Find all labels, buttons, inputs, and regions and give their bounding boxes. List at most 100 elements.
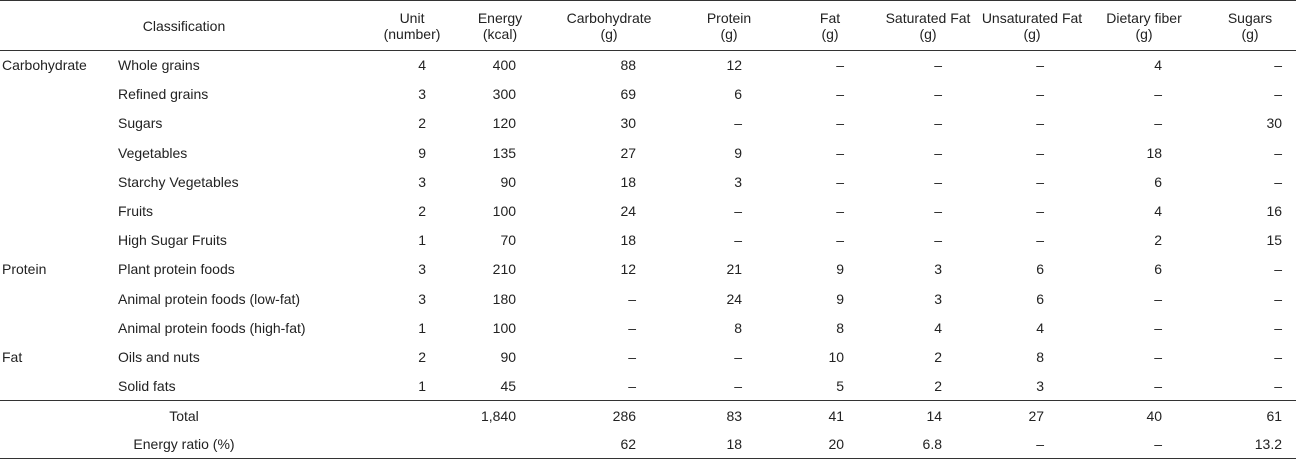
cell-saturated-fat: – — [934, 86, 943, 103]
cell-unsaturated-fat: – — [1036, 203, 1045, 220]
cell-fat: – — [836, 57, 845, 74]
cell-energy: 90 — [500, 173, 517, 190]
cell-dietary-fiber: 6 — [1154, 173, 1163, 190]
cell-protein: – — [734, 115, 743, 132]
cell-saturated-fat: – — [934, 232, 943, 249]
cell-item: Sugars — [118, 115, 163, 132]
cell-unit: 1 — [418, 377, 427, 394]
header-classification: Classification — [142, 17, 226, 34]
cell-fat: 9 — [836, 261, 845, 278]
cell-category — [0, 372, 118, 401]
cell-energy: 70 — [500, 232, 517, 249]
cell-fat: – — [836, 144, 845, 161]
cell-fat: 41 — [828, 407, 845, 424]
cell-unit: 9 — [418, 144, 427, 161]
cell-dietary-fiber: – — [1154, 377, 1163, 394]
cell-carbohydrate: 18 — [620, 232, 637, 249]
table-row: Starchy Vegetables 3 90 18 3 – – – 6 – — [0, 167, 1296, 196]
header-protein: Protein (g) — [706, 9, 752, 42]
table-row: Animal protein foods (high-fat) 1 100 – 8 8 4 4… — [0, 313, 1296, 342]
cell-sugars: – — [1274, 319, 1283, 336]
cell-protein: 6 — [734, 86, 743, 103]
table-row: Protein Plant protein foods 3 210 12 21 9 3 6 6 – — [0, 255, 1296, 284]
cell-dietary-fiber: – — [1154, 319, 1163, 336]
cell-unsaturated-fat: – — [1036, 57, 1045, 74]
cell-carbohydrate: 62 — [620, 436, 637, 452]
cell-energy: 400 — [492, 57, 517, 74]
cell-protein: 24 — [726, 290, 743, 307]
footer-label: Energy ratio (%) — [133, 436, 235, 452]
header-fat: Fat (g) — [819, 9, 841, 42]
cell-fat: – — [836, 115, 845, 132]
cell-category — [0, 226, 118, 255]
table-body: Carbohydrate Whole grains 4 400 88 12– – –4– Ref… — [0, 51, 1296, 401]
cell-energy: 90 — [500, 348, 517, 365]
cell-unsaturated-fat: – — [1036, 115, 1045, 132]
cell-protein: 8 — [734, 319, 743, 336]
cell-unsaturated-fat: 6 — [1036, 290, 1045, 307]
cell-saturated-fat: – — [934, 173, 943, 190]
cell-category — [0, 138, 118, 167]
table-row: Solid fats 1 45 – – 5 2 3 – – — [0, 372, 1296, 401]
cell-fat: – — [836, 86, 845, 103]
table-row: Vegetables 9 135 27 9 – – – 18 – — [0, 138, 1296, 167]
table-row: Sugars 2 120 30 – – – – – 30 — [0, 109, 1296, 138]
table-row: Fruits 2 100 24 – – – – 4 16 — [0, 196, 1296, 225]
cell-item: Refined grains — [118, 86, 209, 103]
cell-dietary-fiber: – — [1154, 290, 1163, 307]
cell-unit: 2 — [418, 348, 427, 365]
cell-sugars: – — [1274, 173, 1283, 190]
cell-dietary-fiber: 4 — [1154, 203, 1163, 220]
cell-item: High Sugar Fruits — [118, 232, 227, 249]
cell-carbohydrate: – — [628, 290, 637, 307]
cell-dietary-fiber: – — [1154, 348, 1163, 365]
cell-item: Animal protein foods (low-fat) — [118, 290, 301, 307]
cell-protein: 3 — [734, 173, 743, 190]
cell-category: Fat — [2, 348, 23, 365]
cell-sugars: 30 — [1266, 115, 1283, 132]
cell-dietary-fiber: 40 — [1146, 407, 1163, 424]
cell-category — [0, 80, 118, 109]
cell-fat: 9 — [836, 290, 845, 307]
cell-item: Fruits — [118, 203, 153, 220]
header-sugars: Sugars (g) — [1227, 9, 1273, 42]
header-carbohydrate: Carbohydrate (g) — [566, 9, 652, 42]
cell-energy: 135 — [492, 144, 517, 161]
table-row: Carbohydrate Whole grains 4 400 88 12 – – – 4 – — [0, 51, 1296, 80]
cell-saturated-fat: – — [934, 115, 943, 132]
cell-carbohydrate: – — [628, 348, 637, 365]
cell-carbohydrate: – — [628, 319, 637, 336]
cell-item: Whole grains — [118, 57, 200, 74]
cell-item: Oils and nuts — [118, 348, 200, 365]
cell-unsaturated-fat: – — [1036, 144, 1045, 161]
cell-unit: 4 — [418, 57, 427, 74]
cell-energy: 210 — [492, 261, 517, 278]
cell-fat: – — [836, 203, 845, 220]
table-row: Fat Oils and nuts 2 90 – – 10 2 8 – – — [0, 342, 1296, 371]
table-row: Animal protein foods (low-fat) 3 180 – 24 9 3 6… — [0, 284, 1296, 313]
cell-saturated-fat: 6.8 — [922, 436, 943, 452]
cell-carbohydrate: 88 — [620, 57, 637, 74]
cell-energy: 100 — [492, 203, 517, 220]
cell-fat: 10 — [828, 348, 845, 365]
cell-sugars: – — [1274, 348, 1283, 365]
cell-dietary-fiber: 6 — [1154, 261, 1163, 278]
cell-sugars: – — [1274, 290, 1283, 307]
header-saturated-fat: Saturated Fat (g) — [885, 9, 971, 42]
cell-energy: 45 — [500, 377, 517, 394]
cell-carbohydrate: 30 — [620, 115, 637, 132]
cell-saturated-fat: 3 — [934, 290, 943, 307]
cell-dietary-fiber: – — [1154, 115, 1163, 132]
cell-unsaturated-fat: 8 — [1036, 348, 1045, 365]
energy-ratio-row: Energy ratio (%) 62 18 20 6.8 – – 13.2 — [0, 430, 1296, 459]
cell-unsaturated-fat: 4 — [1036, 319, 1045, 336]
cell-sugars: – — [1274, 377, 1283, 394]
cell-item: Plant protein foods — [118, 261, 235, 278]
cell-unit: 1 — [418, 319, 427, 336]
cell-category: Protein — [2, 261, 47, 278]
cell-category — [0, 167, 118, 196]
cell-sugars: 15 — [1266, 232, 1283, 249]
cell-energy: 1,840 — [480, 407, 517, 424]
table-header: Classification Unit (number) Energy (kcal)… — [0, 0, 1296, 51]
header-unit: Unit (number) — [383, 9, 441, 42]
